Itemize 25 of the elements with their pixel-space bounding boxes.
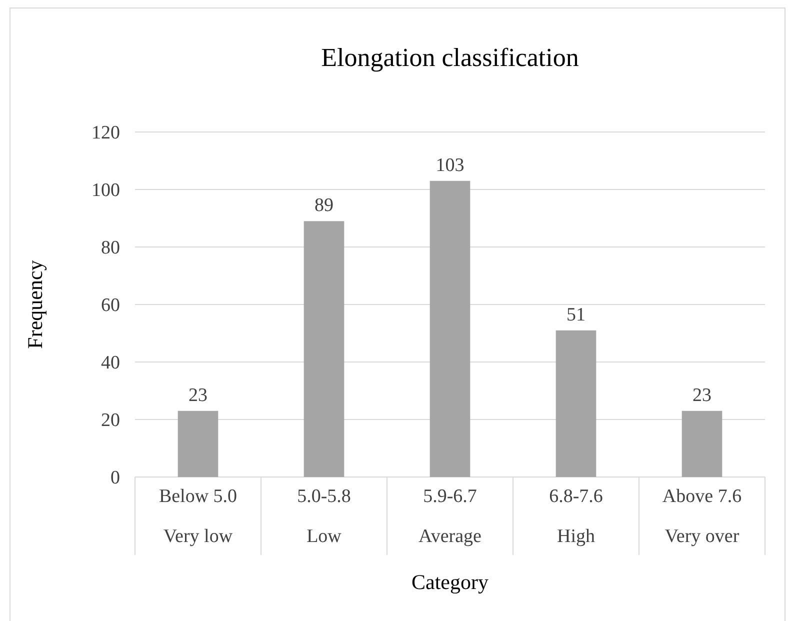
data-label: 103 [436, 154, 464, 176]
data-label: 23 [692, 384, 712, 406]
x-tick-label: Above 7.6 Very over [662, 486, 742, 547]
y-tick-label: 120 [92, 122, 120, 144]
chart-title: Elongation classification [321, 43, 579, 72]
bar [430, 180, 470, 477]
data-label: 51 [566, 304, 586, 326]
x-axis-title: Category [412, 570, 489, 594]
x-tick-label: 5.0-5.8 Low [297, 486, 351, 547]
x-tick-label: Below 5.0 Very low [158, 486, 238, 547]
bar [556, 330, 596, 477]
x-tick-label: 6.8-7.6 High [549, 486, 603, 547]
y-tick-label: 80 [101, 238, 120, 259]
y-tick-label: 60 [101, 295, 120, 316]
data-label: 23 [188, 384, 208, 406]
x-tick-label: 5.9-6.7 Average [418, 486, 482, 547]
data-label: 89 [314, 195, 334, 216]
bar [682, 410, 722, 477]
bar [304, 221, 344, 477]
y-tick-label: 100 [92, 180, 120, 202]
y-tick-label: 0 [110, 468, 120, 489]
y-axis-title: Frequency [23, 260, 47, 349]
y-tick-label: 40 [101, 352, 120, 374]
bar [178, 410, 218, 477]
y-tick-label: 20 [101, 410, 120, 432]
